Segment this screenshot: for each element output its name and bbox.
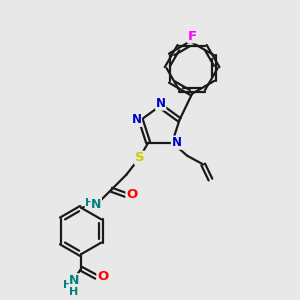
Text: H: H bbox=[63, 280, 72, 290]
Text: O: O bbox=[126, 188, 137, 202]
Text: N: N bbox=[172, 136, 182, 149]
Text: O: O bbox=[97, 270, 108, 284]
Text: N: N bbox=[69, 274, 80, 287]
Text: H: H bbox=[69, 287, 79, 297]
Text: N: N bbox=[131, 113, 142, 126]
Text: N: N bbox=[156, 97, 166, 110]
Text: F: F bbox=[188, 30, 197, 43]
Text: S: S bbox=[135, 151, 144, 164]
Text: N: N bbox=[91, 198, 101, 211]
Text: H: H bbox=[85, 198, 94, 208]
